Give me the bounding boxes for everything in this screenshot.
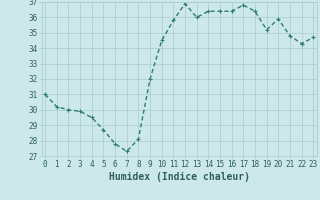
X-axis label: Humidex (Indice chaleur): Humidex (Indice chaleur) [109,172,250,182]
